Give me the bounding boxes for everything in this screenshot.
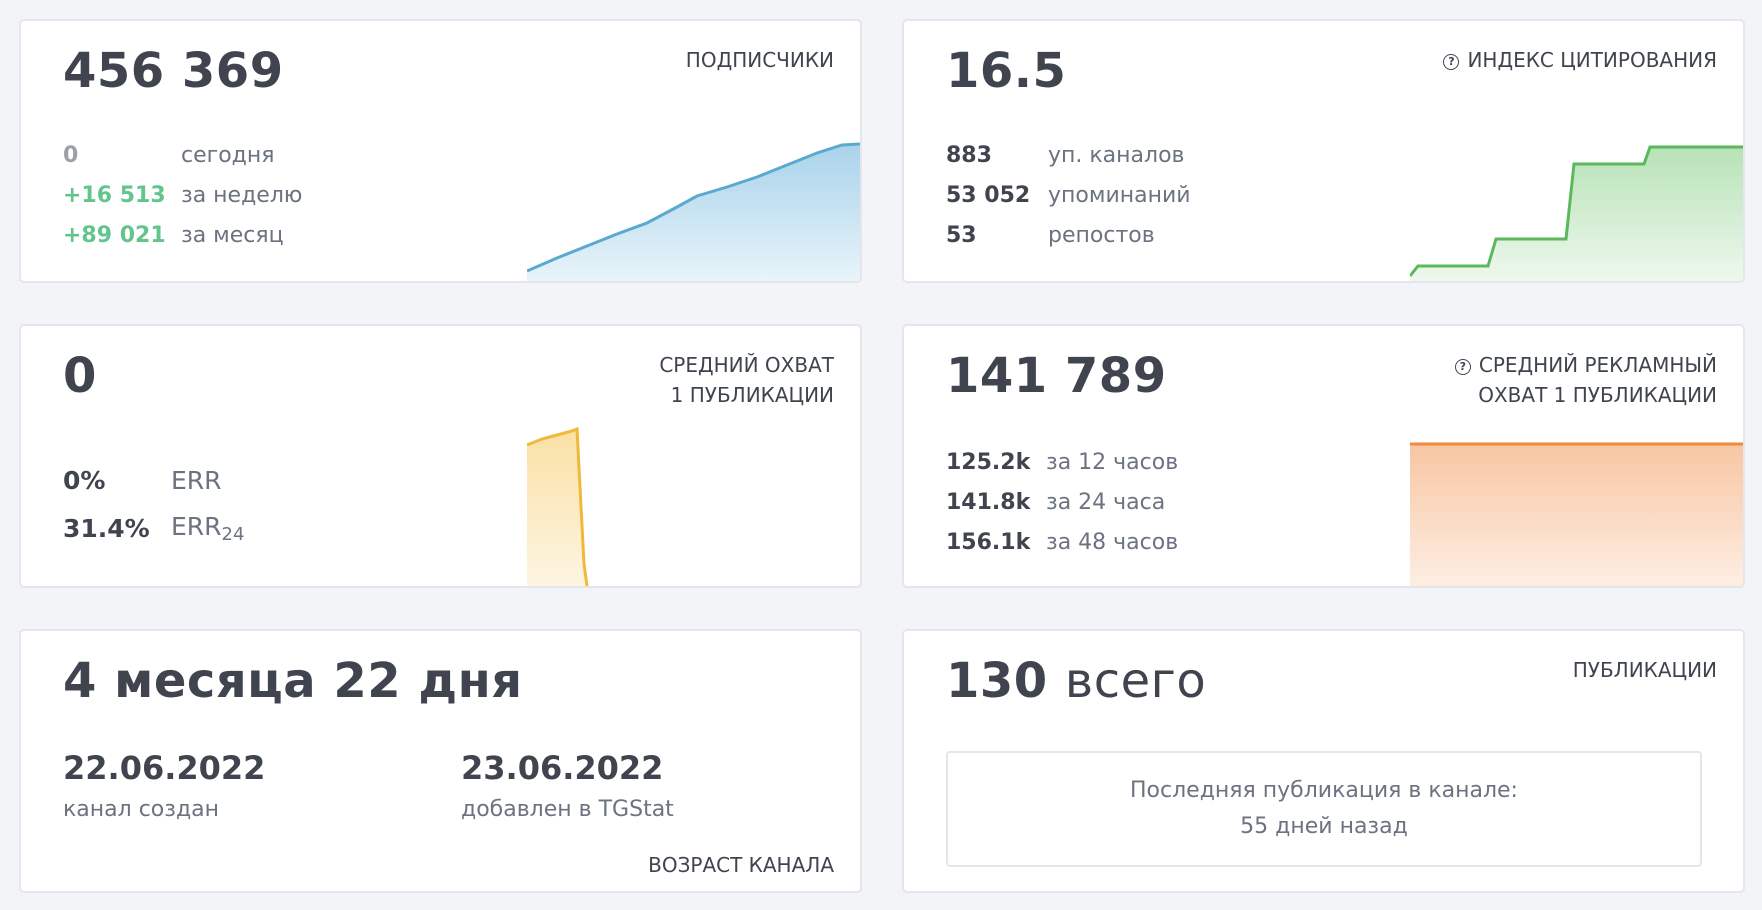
stat-text: за 24 часа xyxy=(1046,489,1166,515)
citation-label-wrap: ? ИНДЕКС ЦИТИРОВАНИЯ xyxy=(1443,45,1717,75)
reach-sparkline xyxy=(527,426,589,586)
added-date: 23.06.2022 добавлен в TGStat xyxy=(461,749,859,822)
ad-reach-card: 141 789 ? СРЕДНИЙ РЕКЛАМНЫЙ ОХВАТ 1 ПУБЛИ… xyxy=(902,324,1745,588)
err-subscript: 24 xyxy=(221,523,245,545)
reach-label-line1: СРЕДНИЙ ОХВАТ xyxy=(659,353,834,377)
publications-label: ПУБЛИКАЦИИ xyxy=(1572,658,1717,682)
reach-label: СРЕДНИЙ ОХВАТ 1 ПУБЛИКАЦИИ xyxy=(659,350,834,410)
stat-row-24h: 141.8k за 24 часа xyxy=(946,482,1178,522)
channel-dates: 22.06.2022 канал создан 23.06.2022 добав… xyxy=(63,749,859,822)
channel-age-card: 4 месяца 22 дня 22.06.2022 канал создан … xyxy=(19,629,862,893)
question-circle-icon[interactable]: ? xyxy=(1454,359,1471,375)
subscribers-label: ПОДПИСЧИКИ xyxy=(685,48,834,72)
subscribers-total: 456 369 xyxy=(63,43,284,99)
stat-text: уп. каналов xyxy=(1048,142,1185,168)
ad-reach-stats: 125.2k за 12 часов 141.8k за 24 часа 156… xyxy=(946,442,1178,562)
citation-stats: 883 уп. каналов 53 052 упоминаний 53 реп… xyxy=(946,135,1191,255)
citation-label: ИНДЕКС ЦИТИРОВАНИЯ xyxy=(1467,48,1717,72)
citation-sparkline xyxy=(1410,145,1743,281)
err-text: ERR xyxy=(171,511,222,541)
stat-row-channels: 883 уп. каналов xyxy=(946,135,1191,175)
stat-row-err: 0% ERR xyxy=(63,456,244,504)
citation-total: 16.5 xyxy=(946,43,1067,99)
subscribers-stats: 0 сегодня +16 513 за неделю +89 021 за м… xyxy=(63,135,302,255)
publications-total: 130 всего xyxy=(946,653,1206,709)
publications-card: 130 всего ПУБЛИКАЦИИ Последняя публикаци… xyxy=(902,629,1745,893)
stat-row-12h: 125.2k за 12 часов xyxy=(946,442,1178,482)
stat-row-err24: 31.4% ERR24 xyxy=(63,504,244,552)
stat-value: +16 513 xyxy=(63,182,166,208)
citation-card: 16.5 ? ИНДЕКС ЦИТИРОВАНИЯ 883 уп. каналов… xyxy=(902,19,1745,283)
created-date-label: канал создан xyxy=(63,797,220,822)
question-circle-icon[interactable]: ? xyxy=(1443,54,1460,70)
stat-value: +89 021 xyxy=(63,222,166,248)
channel-age-total: 4 месяца 22 дня xyxy=(63,653,523,709)
ad-reach-label-line2: ОХВАТ 1 ПУБЛИКАЦИИ xyxy=(1478,383,1717,407)
ad-reach-sparkline xyxy=(1410,442,1743,586)
stat-row-reposts: 53 репостов xyxy=(946,215,1191,255)
last-post-box: Последняя публикация в канале: 55 дней н… xyxy=(946,751,1702,867)
publications-count: 130 xyxy=(946,653,1048,709)
stat-value: 0 xyxy=(63,142,79,168)
stat-row-week: +16 513 за неделю xyxy=(63,175,302,215)
reach-label-line2: 1 ПУБЛИКАЦИИ xyxy=(670,383,834,407)
added-date-label: добавлен в TGStat xyxy=(461,797,674,822)
stat-text: за 48 часов xyxy=(1046,529,1179,555)
created-date: 22.06.2022 канал создан xyxy=(63,749,461,822)
subscribers-sparkline xyxy=(527,142,860,281)
last-post-label: Последняя публикация в канале: xyxy=(1130,778,1518,803)
stat-text: сегодня xyxy=(181,142,275,168)
stat-text: ERR24 xyxy=(171,512,244,545)
stat-text: ERR xyxy=(171,465,222,495)
stat-text: репостов xyxy=(1048,222,1155,248)
reach-stats: 0% ERR 31.4% ERR24 xyxy=(63,456,244,552)
stat-value: 125.2k xyxy=(946,449,1031,475)
added-date-value: 23.06.2022 xyxy=(461,749,664,787)
subscribers-card: 456 369 ПОДПИСЧИКИ 0 сегодня +16 513 за … xyxy=(19,19,862,283)
last-post-time: 55 дней назад xyxy=(1240,814,1408,839)
ad-reach-label: ? СРЕДНИЙ РЕКЛАМНЫЙ ОХВАТ 1 ПУБЛИКАЦИИ xyxy=(1454,350,1717,410)
ad-reach-total: 141 789 xyxy=(946,348,1167,404)
stat-value: 31.4% xyxy=(63,513,150,543)
stat-text: за неделю xyxy=(181,182,303,208)
stat-value: 156.1k xyxy=(946,529,1031,555)
publications-suffix: всего xyxy=(1064,653,1207,709)
stat-value: 0% xyxy=(63,465,106,495)
stat-text: за месяц xyxy=(181,222,284,248)
stat-value: 53 052 xyxy=(946,182,1031,208)
stat-row-month: +89 021 за месяц xyxy=(63,215,302,255)
stat-text: упоминаний xyxy=(1048,182,1191,208)
stat-row-48h: 156.1k за 48 часов xyxy=(946,522,1178,562)
reach-card: 0 СРЕДНИЙ ОХВАТ 1 ПУБЛИКАЦИИ 0% ERR 31.4… xyxy=(19,324,862,588)
stat-row-today: 0 сегодня xyxy=(63,135,302,175)
stat-value: 883 xyxy=(946,142,992,168)
stat-value: 53 xyxy=(946,222,977,248)
reach-total: 0 xyxy=(63,348,97,404)
stat-value: 141.8k xyxy=(946,489,1031,515)
ad-reach-label-line1: СРЕДНИЙ РЕКЛАМНЫЙ xyxy=(1478,353,1717,377)
channel-age-label: ВОЗРАСТ КАНАЛА xyxy=(648,853,834,877)
created-date-value: 22.06.2022 xyxy=(63,749,266,787)
stat-text: за 12 часов xyxy=(1046,449,1179,475)
stat-row-mentions: 53 052 упоминаний xyxy=(946,175,1191,215)
